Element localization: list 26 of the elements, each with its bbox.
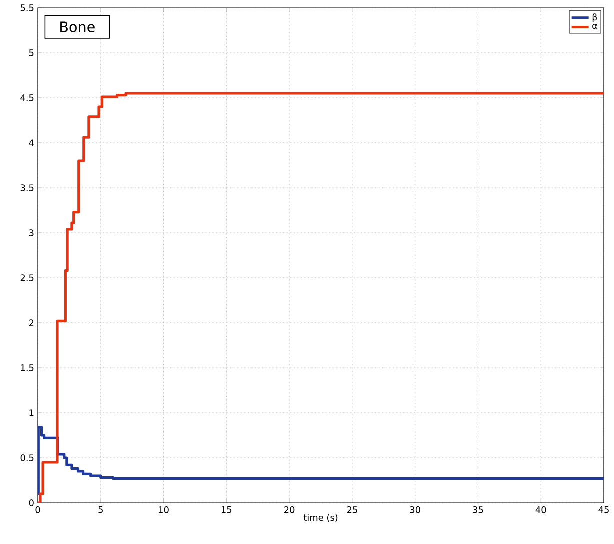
- legend-label: β: [592, 14, 598, 22]
- x-tick-label: 0: [36, 506, 40, 514]
- x-tick-label: 30: [410, 506, 420, 514]
- legend-label: α: [592, 24, 598, 30]
- x-axis-title: time (s): [304, 514, 338, 522]
- y-tick-label: 2: [29, 320, 34, 326]
- x-tick-label: 35: [473, 506, 484, 514]
- y-tick-label: 1: [30, 410, 34, 416]
- y-tick-label: 4.5: [20, 94, 34, 102]
- x-tick-label: 5: [98, 506, 103, 514]
- y-tick-label: 4: [29, 140, 34, 146]
- y-tick-label: 2.5: [20, 274, 34, 282]
- x-tick-label: 20: [284, 506, 295, 514]
- y-tick-label: 0: [29, 500, 34, 506]
- annotation: Bone: [60, 22, 95, 32]
- y-tick-label: 3: [29, 230, 34, 236]
- y-tick-label: 5: [29, 50, 34, 56]
- x-tick-label: 40: [536, 506, 546, 514]
- x-tick-label: 45: [598, 506, 609, 514]
- x-tick-label: 25: [347, 506, 358, 514]
- y-tick-label: 5.5: [20, 4, 34, 12]
- x-tick-label: 15: [222, 506, 232, 514]
- y-tick-label: 3.5: [20, 184, 34, 192]
- x-tick-label: 10: [159, 506, 169, 514]
- y-tick-label: 1.5: [21, 364, 34, 372]
- y-tick-label: 0.5: [20, 454, 34, 462]
